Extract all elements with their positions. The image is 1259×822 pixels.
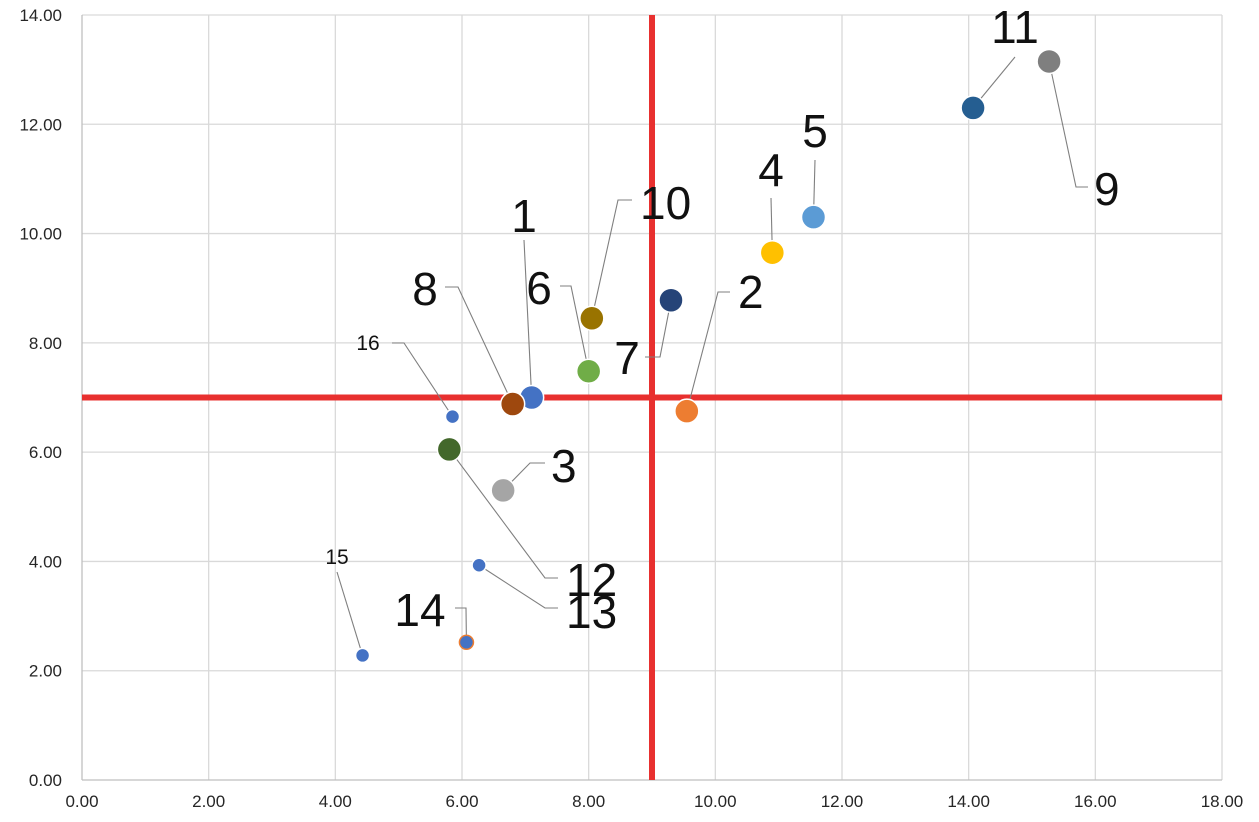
data-points bbox=[354, 48, 1062, 664]
x-tick-label: 14.00 bbox=[947, 792, 990, 811]
x-tick-label: 12.00 bbox=[821, 792, 864, 811]
x-tick-label: 10.00 bbox=[694, 792, 737, 811]
point-label-16: 16 bbox=[356, 332, 379, 355]
y-tick-label: 14.00 bbox=[19, 6, 62, 25]
point-label-1: 1 bbox=[511, 190, 537, 242]
point-label-8: 8 bbox=[412, 263, 438, 315]
point-label-2: 2 bbox=[738, 266, 764, 318]
leader-line-9 bbox=[1048, 61, 1088, 188]
point-label-11: 11 bbox=[991, 1, 1039, 53]
leader-line-1 bbox=[523, 239, 533, 398]
x-tick-label: 2.00 bbox=[192, 792, 225, 811]
y-tick-label: 2.00 bbox=[29, 662, 62, 681]
point-label-7: 7 bbox=[614, 332, 640, 384]
y-tick-label: 4.00 bbox=[29, 552, 62, 571]
y-tick-label: 10.00 bbox=[19, 225, 62, 244]
x-tick-label: 4.00 bbox=[319, 792, 352, 811]
data-point-2 bbox=[674, 398, 700, 424]
leader-line-13 bbox=[478, 564, 558, 609]
leader-line-10 bbox=[591, 199, 632, 319]
leader-line-14 bbox=[455, 607, 467, 643]
point-label-9: 9 bbox=[1094, 163, 1120, 215]
reference-lines bbox=[82, 15, 1222, 780]
data-point-15 bbox=[354, 647, 371, 664]
x-tick-label: 8.00 bbox=[572, 792, 605, 811]
point-label-14: 14 bbox=[394, 584, 445, 636]
point-label-6: 6 bbox=[526, 262, 552, 314]
data-point-3 bbox=[490, 477, 516, 504]
data-point-13 bbox=[471, 557, 487, 574]
data-point-7 bbox=[658, 287, 684, 313]
point-label-10: 10 bbox=[640, 177, 691, 229]
data-point-6 bbox=[575, 358, 602, 385]
point-label-13: 13 bbox=[566, 586, 617, 638]
data-point-8 bbox=[499, 391, 526, 417]
y-tick-label: 0.00 bbox=[29, 771, 62, 790]
leader-lines bbox=[336, 56, 1088, 656]
data-point-9 bbox=[1036, 48, 1062, 75]
data-point-4 bbox=[759, 239, 786, 266]
point-label-4: 4 bbox=[758, 144, 784, 196]
data-point-12 bbox=[436, 436, 463, 463]
data-point-10 bbox=[579, 305, 605, 332]
data-point-14 bbox=[458, 634, 475, 651]
leader-line-6 bbox=[560, 285, 590, 372]
x-tick-label: 6.00 bbox=[445, 792, 478, 811]
y-tick-label: 12.00 bbox=[19, 115, 62, 134]
leader-line-3 bbox=[502, 462, 545, 491]
point-label-12: 12 bbox=[566, 554, 617, 606]
point-label-3: 3 bbox=[551, 440, 577, 492]
y-tick-label: 8.00 bbox=[29, 334, 62, 353]
leader-line-15 bbox=[336, 571, 364, 656]
point-label-15: 15 bbox=[325, 546, 348, 569]
data-point-11 bbox=[960, 95, 986, 121]
x-tick-label: 16.00 bbox=[1074, 792, 1117, 811]
point-label-5: 5 bbox=[802, 105, 828, 157]
leader-line-8 bbox=[445, 286, 514, 405]
x-tick-label: 18.00 bbox=[1201, 792, 1244, 811]
x-tick-label: 0.00 bbox=[65, 792, 98, 811]
data-point-5 bbox=[800, 204, 827, 230]
y-tick-label: 6.00 bbox=[29, 443, 62, 462]
data-point-16 bbox=[444, 408, 461, 425]
tick-labels: 0.00 2.00 4.00 6.00 8.00 10.00 12.00 14.00 16.00… bbox=[19, 6, 1243, 811]
leader-line-16 bbox=[392, 342, 453, 417]
leader-line-12 bbox=[448, 449, 558, 579]
leader-line-2 bbox=[686, 291, 730, 412]
leader-line-7 bbox=[645, 300, 672, 358]
